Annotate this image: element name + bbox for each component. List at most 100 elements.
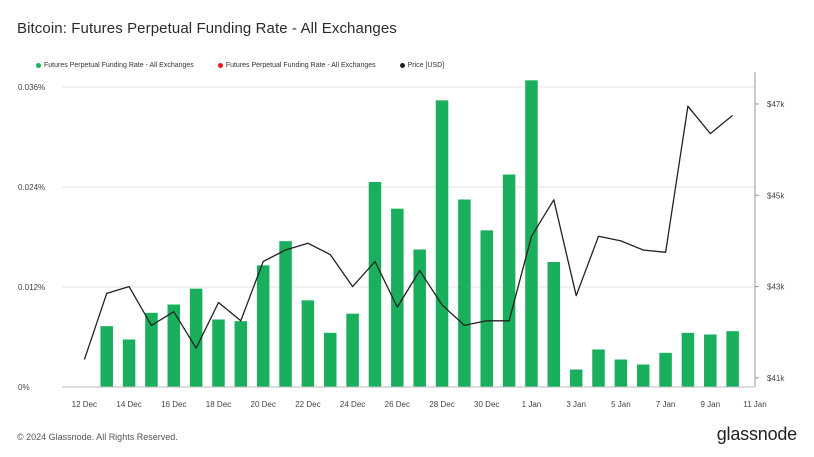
funding-rate-bar[interactable]: [122, 339, 136, 388]
legend-marker: [36, 63, 41, 68]
price-line-layer: [83, 105, 734, 361]
price-point[interactable]: [105, 292, 108, 295]
y-right-tick-label: $47k: [767, 100, 785, 109]
funding-rate-bar[interactable]: [502, 174, 516, 388]
price-point[interactable]: [731, 114, 734, 117]
funding-rate-bars: [100, 80, 739, 388]
funding-rate-bar[interactable]: [480, 230, 494, 387]
x-tick-label: 22 Dec: [295, 400, 320, 409]
funding-rate-bar[interactable]: [100, 326, 113, 387]
funding-rate-bar[interactable]: [569, 369, 583, 388]
funding-rate-bar[interactable]: [301, 300, 315, 387]
x-tick-label: 28 Dec: [429, 400, 454, 409]
funding-rate-bar[interactable]: [212, 319, 225, 388]
x-tick-label: 5 Jan: [611, 400, 631, 409]
glassnode-logo[interactable]: glassnode: [716, 424, 797, 444]
funding-rate-bar[interactable]: [323, 332, 337, 387]
y-right-tick-label: $41k: [767, 374, 785, 383]
price-point[interactable]: [306, 242, 309, 245]
price-point[interactable]: [686, 105, 689, 108]
price-point[interactable]: [530, 235, 533, 238]
funding-rate-bar[interactable]: [614, 359, 628, 388]
price-point[interactable]: [373, 260, 376, 263]
price-point[interactable]: [507, 319, 510, 322]
x-tick-label: 12 Dec: [72, 400, 97, 409]
funding-rate-bar[interactable]: [547, 262, 561, 387]
x-tick-label: 30 Dec: [474, 400, 499, 409]
legend-item-funding-rate-green[interactable]: Futures Perpetual Funding Rate - All Exc…: [36, 62, 194, 69]
axes: 0% 0.012% 0.024% 0.036% $41k $43k $45k $47k 12 D…: [18, 72, 785, 409]
price-line[interactable]: [83, 105, 734, 360]
y-left-tick-label: 0.024%: [18, 183, 45, 192]
price-point[interactable]: [195, 347, 198, 350]
price-point[interactable]: [150, 324, 153, 327]
price-point[interactable]: [262, 260, 265, 263]
funding-rate-bar[interactable]: [368, 182, 382, 387]
price-point[interactable]: [552, 198, 555, 201]
legend-item-funding-rate-red[interactable]: Futures Perpetual Funding Rate - All Exc…: [217, 62, 376, 69]
price-point[interactable]: [642, 248, 645, 251]
price-point[interactable]: [575, 294, 578, 297]
funding-rate-bar[interactable]: [145, 312, 158, 387]
legend-item-price[interactable]: Price [USD]: [399, 62, 445, 69]
price-point[interactable]: [709, 132, 712, 135]
x-tick-label: 11 Jan: [743, 400, 766, 409]
price-point[interactable]: [284, 248, 287, 251]
funding-rate-bar[interactable]: [458, 199, 471, 388]
chart-legend: Futures Perpetual Funding Rate - All Exc…: [36, 62, 468, 69]
price-point[interactable]: [440, 303, 443, 306]
price-point[interactable]: [619, 239, 622, 242]
funding-rate-bar[interactable]: [681, 332, 695, 387]
x-tick-label: 26 Dec: [385, 400, 410, 409]
funding-rate-bar[interactable]: [167, 304, 181, 388]
x-tick-label: 14 Dec: [116, 400, 141, 409]
funding-rate-bar[interactable]: [256, 265, 270, 387]
price-point[interactable]: [83, 358, 86, 361]
price-point[interactable]: [597, 235, 600, 238]
price-point[interactable]: [217, 301, 220, 304]
funding-rate-bar[interactable]: [726, 331, 739, 387]
y-left-tick-label: 0.012%: [18, 283, 45, 292]
price-point[interactable]: [485, 319, 488, 322]
funding-rate-bar[interactable]: [435, 100, 449, 387]
funding-rate-bar[interactable]: [525, 80, 538, 387]
price-point[interactable]: [239, 319, 242, 322]
funding-rate-bar[interactable]: [704, 334, 717, 388]
funding-rate-bar[interactable]: [659, 352, 672, 387]
x-tick-label: 7 Jan: [656, 400, 676, 409]
x-tick-label: 24 Dec: [340, 400, 365, 409]
copyright-text: © 2024 Glassnode. All Rights Reserved.: [17, 432, 178, 442]
legend-marker: [399, 63, 405, 68]
x-tick-label: 9 Jan: [701, 400, 721, 409]
funding-rate-bar[interactable]: [636, 364, 650, 388]
price-point[interactable]: [329, 253, 332, 256]
funding-rate-bar[interactable]: [279, 241, 292, 387]
funding-rate-bar[interactable]: [592, 349, 605, 388]
funding-rate-bar[interactable]: [391, 208, 404, 387]
price-point[interactable]: [172, 310, 175, 313]
chart-title: Bitcoin: Futures Perpetual Funding Rate …: [17, 20, 397, 37]
funding-rate-bar[interactable]: [413, 249, 426, 388]
x-tick-label: 20 Dec: [251, 400, 276, 409]
price-point[interactable]: [127, 285, 130, 288]
funding-rate-bar[interactable]: [346, 313, 359, 387]
y-left-tick-label: 0%: [18, 383, 30, 392]
price-point[interactable]: [463, 324, 466, 327]
x-tick-label: 1 Jan: [522, 400, 542, 409]
x-tick-label: 16 Dec: [161, 400, 186, 409]
legend-label: Price [USD]: [407, 62, 445, 69]
price-point[interactable]: [396, 306, 399, 309]
y-left-tick-label: 0.036%: [18, 83, 45, 92]
price-point[interactable]: [418, 269, 421, 272]
x-tick-label: 18 Dec: [206, 400, 231, 409]
funding-rate-bar[interactable]: [189, 288, 203, 387]
y-right-tick-label: $43k: [767, 283, 785, 292]
grid-lines: [62, 86, 755, 388]
x-tick-label: 3 Jan: [566, 400, 586, 409]
price-point[interactable]: [351, 285, 354, 288]
legend-marker: [217, 63, 223, 68]
funding-rate-bar[interactable]: [234, 321, 248, 387]
legend-label: Futures Perpetual Funding Rate - All Exc…: [225, 62, 376, 69]
price-point[interactable]: [664, 251, 667, 254]
